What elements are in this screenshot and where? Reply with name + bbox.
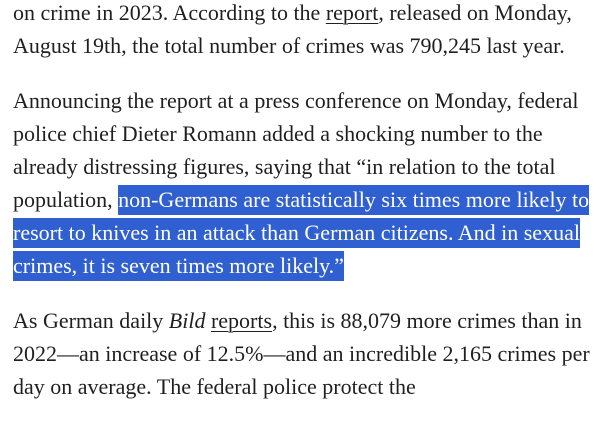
reports-link[interactable]: reports (210, 308, 273, 333)
paragraph-text: on crime in 2023. According to the (13, 0, 326, 25)
paragraph-text: , this is 88,079 more crimes than in 202… (13, 308, 590, 399)
publication-name: Bild (168, 308, 206, 333)
paragraph-text: , released on Monday, August 19th, the t… (13, 0, 572, 58)
paragraph-bild-report: As German daily Bild reports, this is 88… (13, 304, 593, 403)
paragraph-press-conference: Announcing the report at a press confere… (13, 84, 593, 282)
paragraph-text: As German daily (13, 308, 169, 333)
paragraph-crime-total: on crime in 2023. According to the repor… (13, 0, 593, 62)
paragraph-text: Announcing the report at a press confere… (13, 88, 579, 212)
report-link[interactable]: report (325, 0, 379, 25)
article-body: on crime in 2023. According to the repor… (13, 0, 593, 425)
